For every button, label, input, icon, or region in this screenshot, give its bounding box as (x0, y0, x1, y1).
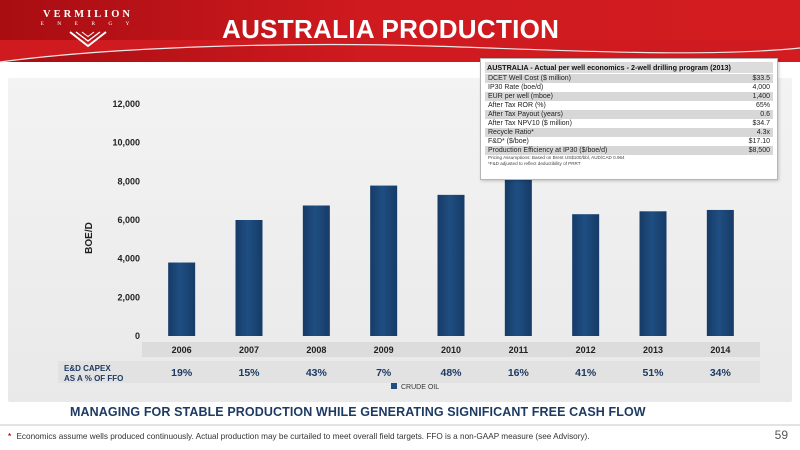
x-tick-label: 2008 (306, 345, 326, 355)
production-bar-chart: 0 2,000 4,000 6,000 8,000 10,000 12,000 2006 20… (58, 99, 760, 391)
bar-2010 (437, 194, 465, 336)
y-tick-label: 8,000 (117, 176, 140, 186)
bar-2012 (572, 214, 600, 336)
economics-row: F&D* ($/boe) $17.10 (485, 137, 773, 146)
header-swoosh (0, 40, 800, 63)
footnote-star: * (8, 432, 12, 441)
economics-row-value: $8,500 (748, 147, 770, 154)
economics-row-label: DCET Well Cost ($ million) (488, 75, 571, 82)
y-tick-label: 10,000 (112, 138, 140, 148)
capex-label-line2: AS A % OF FFO (64, 374, 123, 383)
x-tick-label: 2013 (643, 345, 663, 355)
capex-value: 7% (376, 367, 392, 379)
x-axis-band (142, 342, 760, 357)
economics-row-value: 1,400 (752, 93, 770, 100)
economics-row: Production Efficiency at IP30 ($/boe/d) $… (485, 146, 773, 155)
y-tick-label: 12,000 (112, 99, 140, 109)
capex-value: 34% (710, 367, 732, 379)
footnote: * Economics assume wells produced contin… (8, 432, 590, 441)
capex-value: 51% (642, 367, 664, 379)
economics-note-fd: *F&D adjusted to reflect deductibility o… (488, 160, 581, 166)
tagline: MANAGING FOR STABLE PRODUCTION WHILE GEN… (70, 405, 646, 419)
economics-row: Recycle Ratio* 4.3x (485, 128, 773, 137)
company-logo: VERMILION E N E R G Y (18, 6, 158, 56)
economics-row: After Tax ROR (%) 65% (485, 101, 773, 110)
logo-chevron-icon (69, 31, 107, 48)
economics-row-value: $34.7 (752, 120, 770, 127)
economics-row-label: Recycle Ratio* (488, 129, 534, 136)
footnote-text: Economics assume wells produced continuo… (16, 432, 590, 441)
page-title: AUSTRALIA PRODUCTION (222, 14, 560, 44)
capex-band (58, 361, 760, 383)
capex-value: 16% (508, 367, 530, 379)
y-tick-label: 4,000 (117, 254, 140, 264)
economics-row-label: F&D* ($/boe) (488, 138, 529, 145)
legend-swatch (391, 383, 397, 389)
economics-row-label: EUR per well (mboe) (488, 93, 553, 100)
economics-row-label: After Tax Payout (years) (488, 111, 563, 118)
economics-row-value: 4.3x (756, 129, 770, 136)
capex-value: 43% (306, 367, 328, 379)
economics-table: AUSTRALIA - Actual per well economics - … (480, 58, 778, 180)
bar-2007 (235, 220, 263, 336)
bar-2008 (302, 205, 330, 336)
logo-brand: VERMILION (42, 9, 133, 20)
y-tick-label: 0 (135, 331, 140, 341)
economics-row-label: After Tax ROR (%) (488, 102, 546, 109)
capex-value: 19% (171, 367, 193, 379)
x-tick-label: 2014 (710, 345, 730, 355)
x-tick-label: 2006 (172, 345, 192, 355)
page-number: 59 (774, 428, 788, 442)
y-tick-label: 2,000 (117, 292, 140, 302)
economics-row-value: $33.5 (752, 75, 770, 82)
economics-note-pricing: Pricing Assumptions: Based on Brent US$1… (488, 155, 625, 160)
economics-row-value: $17.10 (748, 138, 770, 145)
divider (0, 424, 800, 426)
economics-row-label: After Tax NPV10 ($ million) (488, 120, 572, 127)
capex-value: 48% (440, 367, 462, 379)
bar-2006 (168, 262, 196, 336)
economics-row-value: 4,000 (752, 84, 770, 91)
bar-2009 (370, 185, 398, 336)
capex-value: 41% (575, 367, 597, 379)
bar-2014 (706, 209, 734, 336)
economics-row: DCET Well Cost ($ million) $33.5 (485, 74, 773, 83)
y-axis-label: BOE/D (84, 222, 95, 254)
economics-row-value: 0.6 (760, 111, 770, 118)
y-tick-label: 6,000 (117, 215, 140, 225)
x-tick-label: 2011 (509, 345, 529, 355)
economics-row-value: 65% (755, 102, 770, 109)
bar-2013 (639, 211, 667, 336)
economics-row: After Tax Payout (years) 0.6 (485, 110, 773, 119)
x-tick-label: 2012 (576, 345, 596, 355)
x-tick-label: 2009 (374, 345, 394, 355)
capex-value: 15% (238, 367, 260, 379)
economics-row-label: IP30 Rate (boe/d) (488, 84, 544, 91)
economics-title: AUSTRALIA - Actual per well economics - … (485, 62, 773, 73)
legend-label: CRUDE OIL (401, 384, 439, 391)
chart-panel: 0 2,000 4,000 6,000 8,000 10,000 12,000 2006 20… (8, 78, 792, 402)
economics-row: IP30 Rate (boe/d) 4,000 (485, 83, 773, 92)
economics-row: After Tax NPV10 ($ million) $34.7 (485, 119, 773, 128)
bar-2011 (504, 177, 532, 336)
capex-label-line1: E&D CAPEX (64, 364, 111, 373)
economics-row: EUR per well (mboe) 1,400 (485, 92, 773, 101)
x-tick-label: 2010 (441, 345, 461, 355)
logo-sub: E N E R G Y (40, 21, 136, 27)
x-tick-label: 2007 (239, 345, 259, 355)
economics-row-label: Production Efficiency at IP30 ($/boe/d) (488, 147, 608, 154)
